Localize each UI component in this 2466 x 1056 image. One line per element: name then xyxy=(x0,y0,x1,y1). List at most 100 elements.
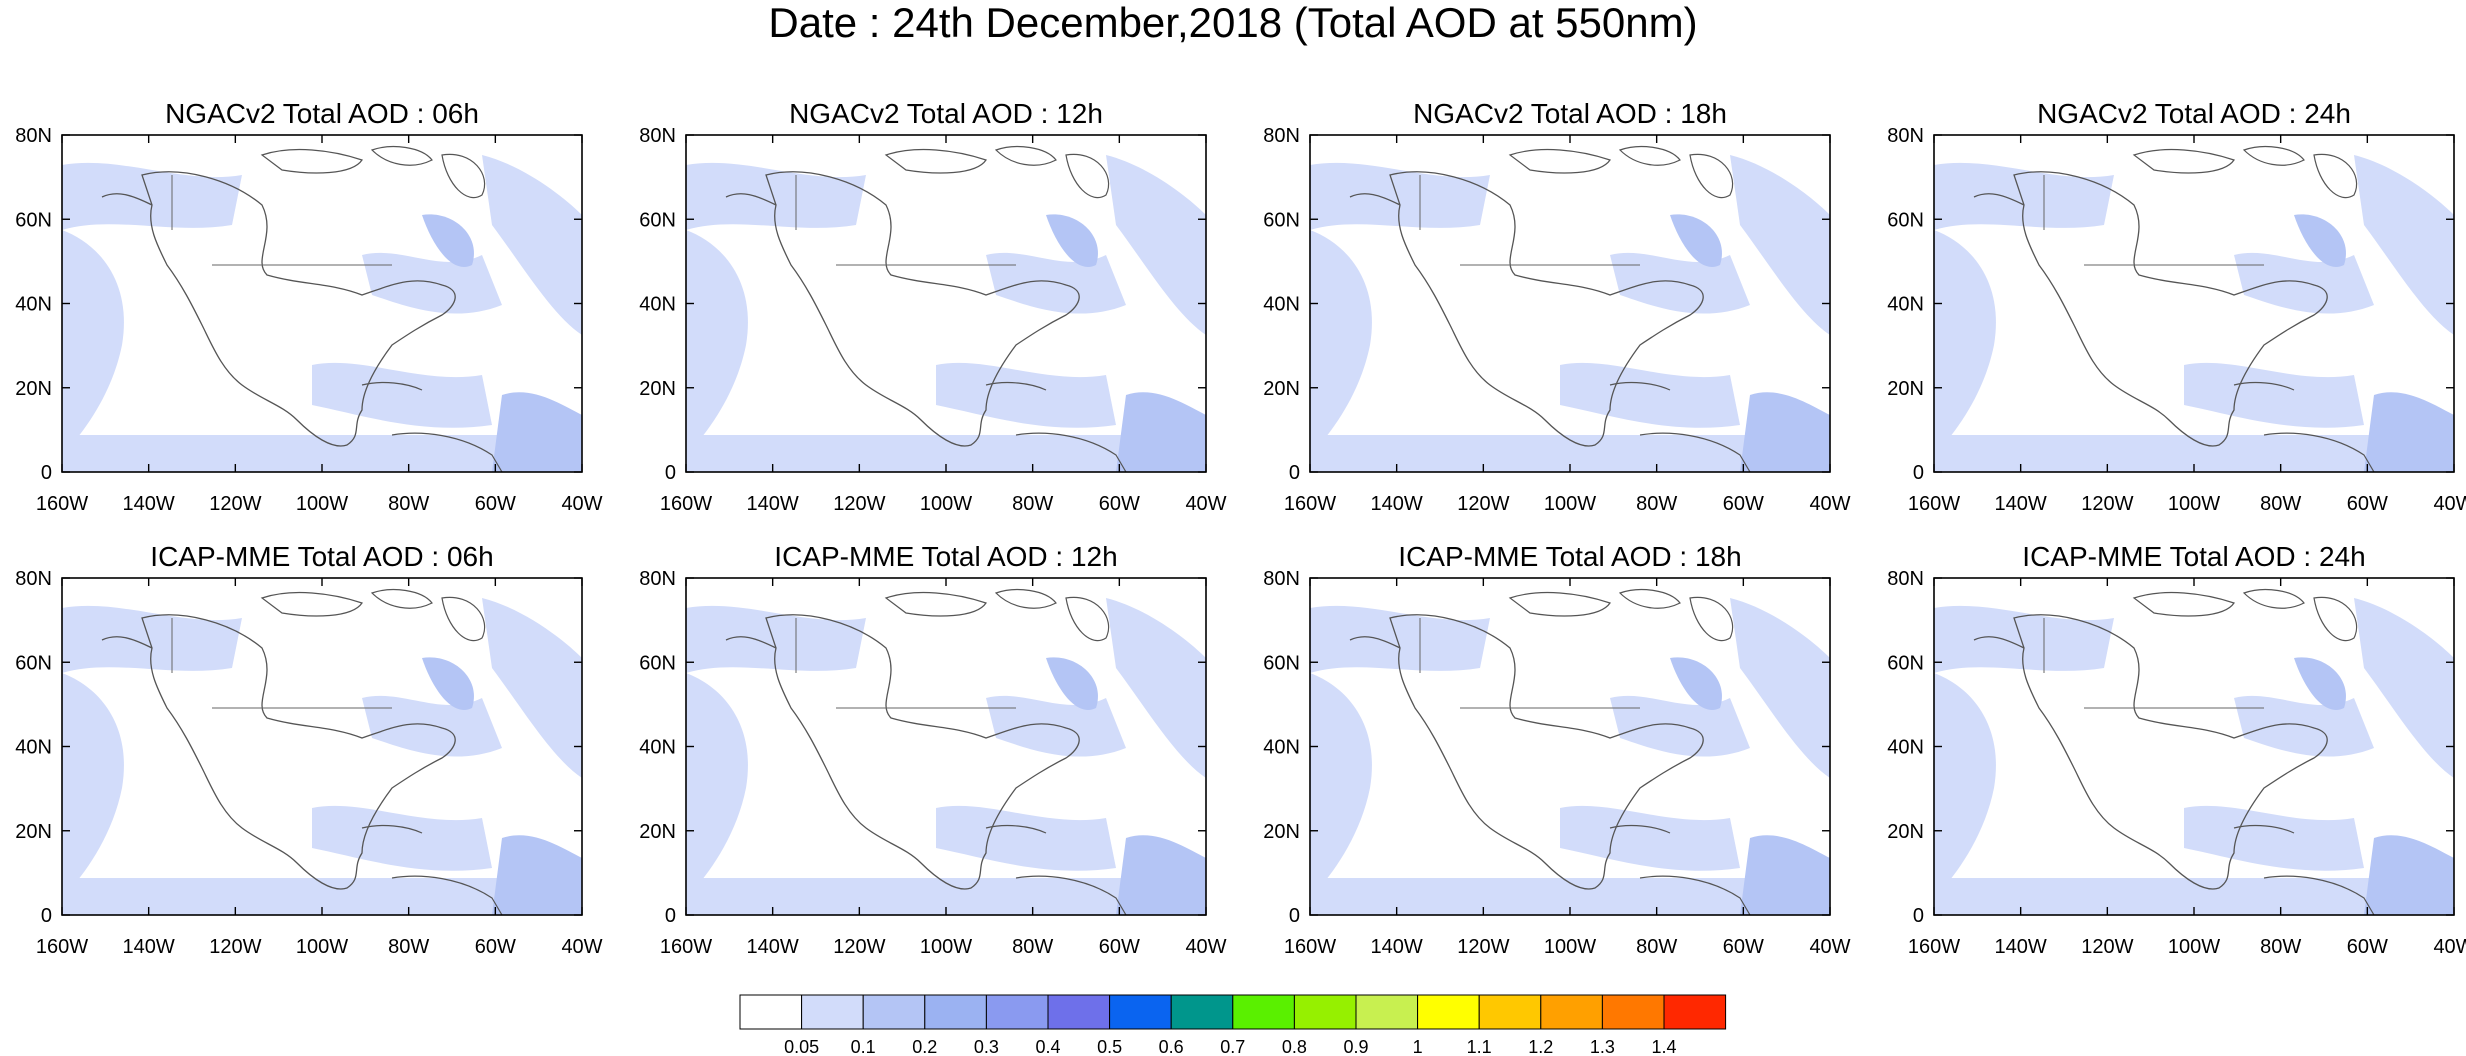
map-panel: NGACv2 Total AOD : 18h 80N 60N 40N 20N 0 160W 1… xyxy=(1263,98,1850,515)
colorbar-label: 1.3 xyxy=(1590,1037,1615,1056)
lat-tick-label: 0 xyxy=(1913,462,1924,484)
lat-tick-label: 60N xyxy=(15,209,52,231)
lon-tick-label: 160W xyxy=(36,493,88,515)
lat-tick-label: 20N xyxy=(1887,821,1924,843)
lon-tick-label: 40W xyxy=(1809,936,1850,958)
lat-tick-label: 0 xyxy=(41,905,52,927)
map-panel: ICAP-MME Total AOD : 18h 80N 60N 40N 20N 0 160… xyxy=(1263,541,1850,958)
panel-title: NGACv2 Total AOD : 06h xyxy=(165,98,479,129)
colorbar-swatch xyxy=(1170,994,1234,1030)
colorbar-swatch xyxy=(1232,994,1295,1030)
lon-tick-label: 80W xyxy=(2260,493,2301,515)
lon-tick-label: 120W xyxy=(833,936,885,958)
colorbar-swatch xyxy=(1478,994,1542,1030)
colorbar-label: 0.2 xyxy=(912,1037,937,1056)
lat-tick-label: 20N xyxy=(1887,378,1924,400)
map-panel: NGACv2 Total AOD : 12h 80N 60N 40N 20N 0 160W 1… xyxy=(639,98,1226,515)
lon-tick-label: 60W xyxy=(1099,493,1140,515)
lon-tick-label: 120W xyxy=(833,493,885,515)
colorbar-label: 0.1 xyxy=(851,1037,876,1056)
lon-tick-label: 140W xyxy=(1995,493,2047,515)
lat-tick-label: 80N xyxy=(1263,568,1300,590)
colorbar-label: 0.8 xyxy=(1282,1037,1307,1056)
colorbar-swatch xyxy=(801,994,864,1030)
lat-tick-label: 60N xyxy=(1263,209,1300,231)
lat-tick-label: 0 xyxy=(1289,462,1300,484)
lon-tick-label: 140W xyxy=(1995,936,2047,958)
lon-tick-label: 100W xyxy=(920,493,972,515)
lon-tick-label: 120W xyxy=(1457,493,1509,515)
colorbar-swatch xyxy=(862,994,926,1030)
lat-tick-label: 40N xyxy=(15,294,52,316)
lat-tick-label: 60N xyxy=(1263,652,1300,674)
colorbar-swatch xyxy=(924,994,987,1030)
colorbar-swatch xyxy=(1293,994,1357,1030)
lon-tick-label: 60W xyxy=(475,936,516,958)
colorbar-swatch xyxy=(1417,994,1480,1030)
lon-tick-label: 120W xyxy=(209,493,261,515)
lat-tick-label: 20N xyxy=(1263,821,1300,843)
map-panel: ICAP-MME Total AOD : 24h 80N 60N 40N 20N 0 160… xyxy=(1887,541,2466,958)
colorbar-swatch xyxy=(1047,994,1111,1030)
lon-tick-label: 80W xyxy=(2260,936,2301,958)
panel-title: NGACv2 Total AOD : 24h xyxy=(2037,98,2351,129)
lon-tick-label: 120W xyxy=(1457,936,1509,958)
lat-tick-label: 0 xyxy=(665,462,676,484)
lon-tick-label: 100W xyxy=(2168,936,2220,958)
lon-tick-label: 120W xyxy=(2081,493,2133,515)
lon-tick-label: 140W xyxy=(1371,493,1423,515)
panel-title: ICAP-MME Total AOD : 06h xyxy=(150,541,493,572)
lat-tick-label: 20N xyxy=(639,821,676,843)
lon-tick-label: 40W xyxy=(561,936,602,958)
colorbar-label: 1.2 xyxy=(1528,1037,1553,1056)
lon-tick-label: 60W xyxy=(2347,936,2388,958)
lat-tick-label: 40N xyxy=(1887,737,1924,759)
colorbar-label: 0.05 xyxy=(784,1037,819,1056)
lat-tick-label: 40N xyxy=(15,737,52,759)
lat-tick-label: 80N xyxy=(639,568,676,590)
colorbar-swatch xyxy=(985,994,1049,1030)
panel-title: ICAP-MME Total AOD : 24h xyxy=(2022,541,2365,572)
lat-tick-label: 40N xyxy=(1887,294,1924,316)
lon-tick-label: 100W xyxy=(1544,493,1596,515)
lon-tick-label: 100W xyxy=(920,936,972,958)
lon-tick-label: 60W xyxy=(1099,936,1140,958)
lon-tick-label: 160W xyxy=(660,936,712,958)
lon-tick-label: 140W xyxy=(123,493,175,515)
lat-tick-label: 20N xyxy=(1263,378,1300,400)
lon-tick-label: 80W xyxy=(388,936,429,958)
map-panel: ICAP-MME Total AOD : 06h 80N 60N 40N 20N 0 160… xyxy=(15,541,602,958)
lon-tick-label: 40W xyxy=(2433,493,2466,515)
colorbar-swatch xyxy=(1109,994,1172,1030)
lat-tick-label: 60N xyxy=(15,652,52,674)
colorbar-swatch xyxy=(1355,994,1419,1030)
lon-tick-label: 120W xyxy=(2081,936,2133,958)
lon-tick-label: 60W xyxy=(1723,936,1764,958)
lat-tick-label: 60N xyxy=(1887,652,1924,674)
colorbar-label: 0.6 xyxy=(1159,1037,1184,1056)
lon-tick-label: 140W xyxy=(747,493,799,515)
lat-tick-label: 40N xyxy=(639,294,676,316)
lon-tick-label: 60W xyxy=(1723,493,1764,515)
colorbar-label: 0.4 xyxy=(1035,1037,1060,1056)
lat-tick-label: 40N xyxy=(1263,737,1300,759)
lon-tick-label: 80W xyxy=(388,493,429,515)
panel-title: ICAP-MME Total AOD : 18h xyxy=(1398,541,1741,572)
lat-tick-label: 80N xyxy=(1887,125,1924,147)
lon-tick-label: 160W xyxy=(1284,493,1336,515)
lon-tick-label: 80W xyxy=(1636,493,1677,515)
lon-tick-label: 80W xyxy=(1012,493,1053,515)
lat-tick-label: 20N xyxy=(15,821,52,843)
colorbar-label: 0.5 xyxy=(1097,1037,1122,1056)
figure-title: Date : 24th December,2018 (Total AOD at … xyxy=(768,0,1698,46)
map-panel: NGACv2 Total AOD : 06h 80N 60N 40N 20N 0 160W 1… xyxy=(15,98,602,515)
map-panel: ICAP-MME Total AOD : 12h 80N 60N 40N 20N 0 160… xyxy=(639,541,1226,958)
panel-title: NGACv2 Total AOD : 12h xyxy=(789,98,1103,129)
colorbar-label: 0.7 xyxy=(1220,1037,1245,1056)
lat-tick-label: 60N xyxy=(639,209,676,231)
lon-tick-label: 100W xyxy=(296,493,348,515)
lat-tick-label: 20N xyxy=(639,378,676,400)
lat-tick-label: 80N xyxy=(1263,125,1300,147)
